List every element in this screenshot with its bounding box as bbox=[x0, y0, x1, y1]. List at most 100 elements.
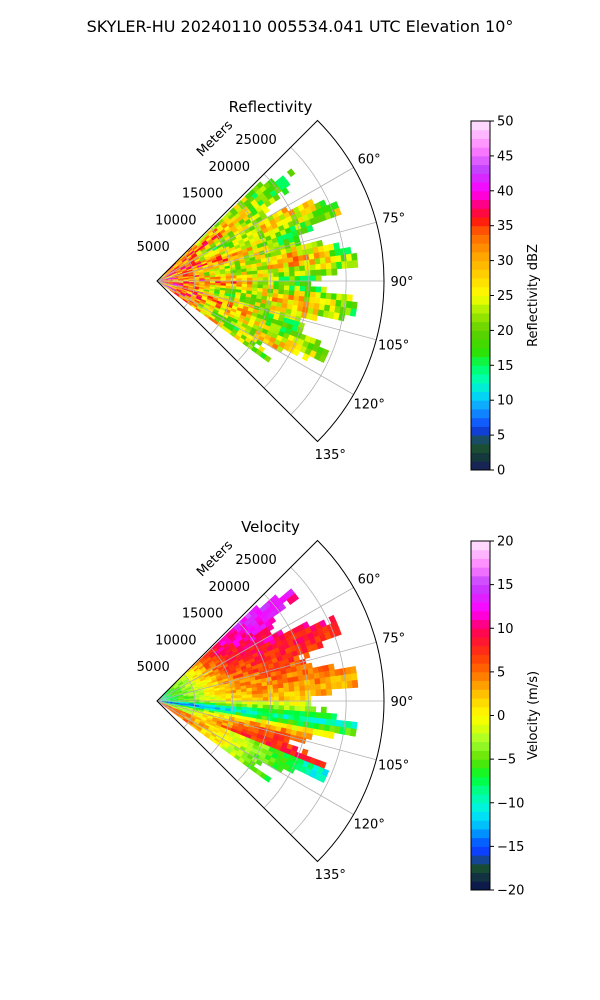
radar-gate bbox=[299, 265, 306, 272]
radar-gate bbox=[255, 646, 263, 653]
radar-gate bbox=[182, 274, 189, 277]
radar-gate bbox=[196, 715, 203, 720]
radar-gate bbox=[228, 663, 235, 669]
radar-gate bbox=[204, 702, 211, 705]
radar-gate bbox=[267, 704, 274, 710]
radar-gate bbox=[208, 736, 215, 742]
radar-gate bbox=[193, 286, 200, 289]
radar-gate bbox=[200, 658, 207, 664]
radar-gate bbox=[299, 695, 306, 702]
radar-gate bbox=[186, 688, 193, 692]
radar-gate bbox=[202, 671, 209, 677]
radar-gate bbox=[161, 283, 168, 286]
radar-gate bbox=[288, 710, 295, 716]
radar-gate bbox=[171, 287, 177, 292]
radar-gate bbox=[230, 655, 237, 662]
polar-frame bbox=[156, 539, 385, 863]
radar-gate bbox=[215, 735, 222, 741]
radar-gate bbox=[182, 257, 188, 263]
radar-gate bbox=[161, 702, 168, 705]
radar-gate bbox=[283, 709, 290, 716]
radar-gate bbox=[198, 244, 205, 251]
colorbar-swatch bbox=[471, 347, 490, 358]
radar-gate bbox=[272, 241, 280, 248]
radar-gate bbox=[231, 238, 239, 245]
radar-gate bbox=[309, 258, 316, 266]
radar-gate bbox=[235, 247, 243, 253]
radar-gate bbox=[225, 701, 232, 704]
radar-gate bbox=[245, 651, 253, 658]
radar-gate bbox=[284, 701, 290, 707]
radar-gate bbox=[328, 614, 337, 625]
radar-gate bbox=[250, 683, 258, 689]
radar-gate bbox=[289, 696, 296, 702]
radar-gate bbox=[216, 644, 223, 651]
radar-gate bbox=[182, 298, 189, 304]
radar-gate bbox=[193, 696, 200, 699]
radar-gate bbox=[229, 751, 237, 758]
radar-gate bbox=[234, 664, 241, 670]
radar-gate bbox=[272, 683, 279, 690]
radar-gate bbox=[198, 271, 205, 274]
radar-gate bbox=[191, 252, 197, 258]
colorbar-swatch bbox=[471, 828, 490, 839]
colorbar-swatch bbox=[471, 654, 490, 664]
radar-gate bbox=[183, 284, 189, 287]
radar-gate bbox=[172, 694, 178, 697]
radar-gate bbox=[272, 661, 280, 668]
radar-gate bbox=[209, 282, 216, 286]
radar-gate bbox=[257, 693, 264, 698]
radar-gate bbox=[283, 267, 290, 273]
radar-gate bbox=[242, 760, 250, 767]
radar-gate bbox=[286, 168, 296, 178]
radar-gate bbox=[213, 728, 220, 734]
radar-gate bbox=[227, 661, 234, 667]
radar-gate bbox=[196, 714, 203, 718]
radar-gate bbox=[294, 691, 301, 697]
radar-gate bbox=[272, 263, 279, 270]
radar-gate bbox=[235, 706, 242, 711]
radar-gate bbox=[212, 717, 219, 721]
radar-gate bbox=[166, 704, 173, 708]
radar-gate bbox=[264, 754, 272, 762]
radar-gate bbox=[240, 712, 247, 718]
colorbar-tick-label: 10 bbox=[497, 394, 514, 409]
radar-gate bbox=[217, 646, 225, 653]
radar-gate bbox=[237, 304, 244, 310]
radar-gate bbox=[206, 297, 213, 302]
radar-gate bbox=[176, 689, 182, 693]
radar-gate bbox=[210, 244, 218, 250]
radar-gate bbox=[193, 256, 200, 262]
radar-gate bbox=[248, 318, 256, 325]
radar-gate bbox=[234, 632, 242, 640]
radar-gate bbox=[162, 279, 168, 281]
radar-gate bbox=[340, 254, 348, 263]
radar-gate bbox=[245, 684, 252, 689]
radar-gate bbox=[172, 701, 179, 703]
radar-gate bbox=[344, 666, 352, 676]
radar-gate bbox=[225, 219, 233, 226]
radar-gate bbox=[173, 684, 179, 689]
radar-gate bbox=[179, 684, 186, 689]
radar-gate bbox=[235, 309, 242, 316]
radar-gate bbox=[345, 673, 353, 682]
radar-gate bbox=[244, 757, 252, 764]
radar-gate bbox=[211, 719, 218, 724]
radar-gate bbox=[183, 716, 190, 721]
radar-gate bbox=[203, 724, 210, 729]
radar-gate bbox=[193, 666, 200, 672]
radar-gate bbox=[234, 641, 241, 648]
azimuth-tick-label: 60° bbox=[358, 153, 381, 168]
radar-gate bbox=[227, 721, 234, 726]
radar-gate bbox=[351, 679, 359, 689]
radar-gate bbox=[189, 250, 195, 256]
radar-gate bbox=[166, 705, 172, 709]
radar-gate bbox=[197, 266, 204, 270]
radar-gate bbox=[289, 691, 296, 697]
radar-gate bbox=[324, 256, 332, 264]
radar-gate bbox=[175, 710, 182, 714]
radar-gate bbox=[341, 293, 348, 302]
radar-gate bbox=[188, 286, 194, 289]
radar-gate bbox=[222, 233, 230, 240]
radar-gate bbox=[176, 691, 183, 695]
